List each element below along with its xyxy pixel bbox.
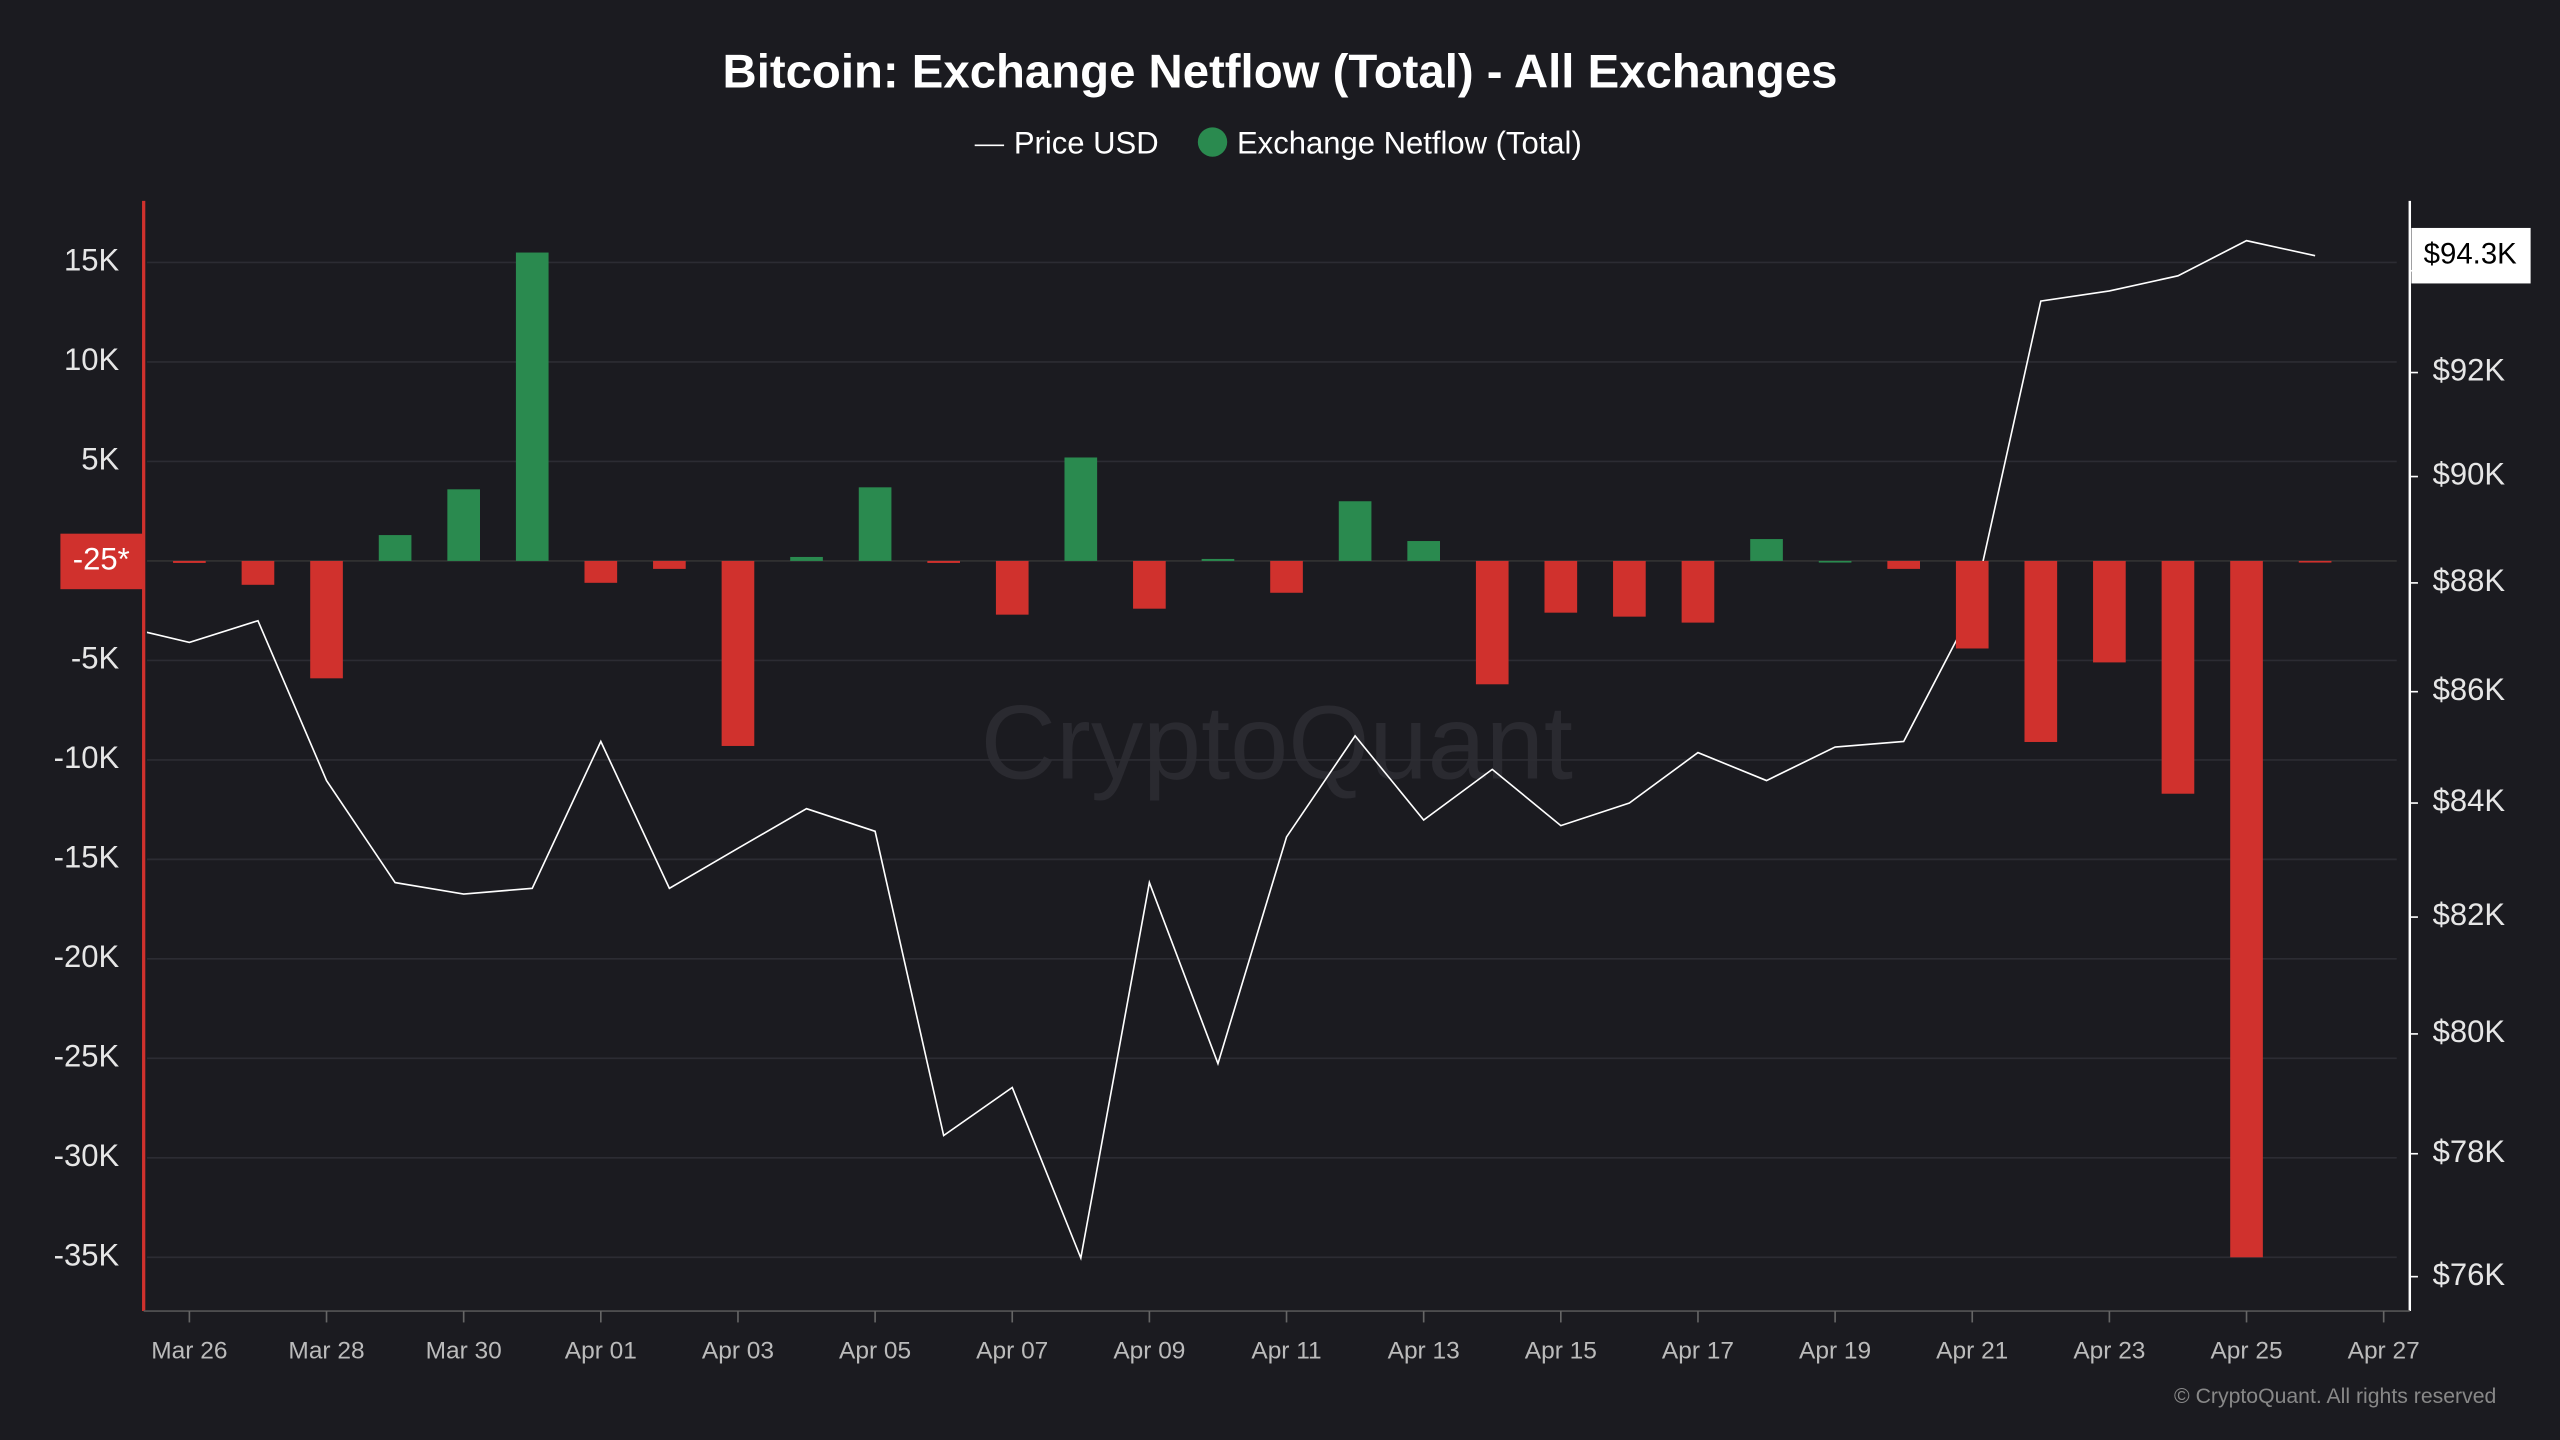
- y-tick-label: -25K: [54, 1039, 120, 1074]
- bar: [241, 560, 275, 585]
- x-tick-label: Apr 01: [565, 1337, 637, 1364]
- bar: [1818, 560, 1852, 563]
- legend-label: Price USD: [1014, 125, 1159, 160]
- y-tick-label: -20K: [54, 939, 120, 974]
- bar: [721, 560, 755, 746]
- x-tick-label: Apr 11: [1251, 1337, 1321, 1364]
- bar: [515, 252, 549, 561]
- legend-label: Exchange Netflow (Total): [1237, 125, 1582, 160]
- x-tick-label: Apr 27: [2348, 1337, 2420, 1364]
- x-tick-label: Apr 23: [2073, 1337, 2145, 1364]
- y2-tick-label: $76K: [2433, 1257, 2506, 1292]
- bar: [1270, 560, 1303, 593]
- y-tick-label: 10K: [64, 342, 119, 377]
- bar: [584, 560, 618, 583]
- x-tick-label: Mar 30: [426, 1337, 502, 1364]
- x-tick-label: Apr 25: [2210, 1337, 2282, 1364]
- bar: [310, 560, 343, 679]
- bar: [1887, 560, 1920, 569]
- y2-tick-label: $84K: [2433, 783, 2506, 818]
- x-tick-label: Apr 13: [1388, 1337, 1460, 1364]
- y-tick-label: -30K: [54, 1138, 120, 1173]
- bar: [378, 535, 412, 561]
- bar: [1064, 457, 1098, 561]
- y2-tick-label: $90K: [2433, 457, 2506, 492]
- y-tick-label: -10K: [54, 740, 120, 775]
- y-tick-label: 5K: [81, 442, 119, 477]
- bar: [2298, 560, 2332, 563]
- x-tick-label: Mar 28: [288, 1337, 364, 1364]
- last-value-label: -25*: [73, 542, 130, 577]
- y2-tick-label: $92K: [2433, 353, 2506, 388]
- y-tick-label: -5K: [71, 641, 120, 676]
- x-tick-label: Apr 15: [1525, 1337, 1597, 1364]
- bar: [1338, 501, 1372, 561]
- plot: [146, 239, 2332, 1261]
- y-tick-label: -35K: [54, 1237, 120, 1272]
- bar: [447, 489, 480, 561]
- price-line: [146, 239, 2316, 1261]
- y-tick-label: 15K: [64, 243, 119, 278]
- bar: [2093, 560, 2126, 663]
- bar: [858, 487, 892, 561]
- bar: [1475, 560, 1509, 685]
- last-value-label: $94.3K: [2424, 237, 2518, 270]
- x-tick-label: Apr 03: [702, 1337, 774, 1364]
- copyright: © CryptoQuant. All rights reserved: [2174, 1385, 2496, 1408]
- bar: [173, 560, 206, 563]
- y2-tick-label: $88K: [2433, 563, 2506, 598]
- y-tick-label: -15K: [54, 840, 120, 875]
- bar: [995, 560, 1029, 615]
- x-tick-label: Apr 19: [1799, 1337, 1871, 1364]
- y2-tick-label: $80K: [2433, 1014, 2506, 1049]
- bar: [1407, 541, 1440, 561]
- bar: [927, 560, 960, 563]
- bar: [2024, 560, 2058, 742]
- bar: [1613, 560, 1646, 617]
- y2-tick-label: $82K: [2433, 897, 2506, 932]
- bar: [790, 556, 823, 561]
- legend-dot: [1197, 127, 1228, 157]
- y2-tick-label: $78K: [2433, 1134, 2506, 1169]
- last-value-box: [60, 533, 144, 590]
- x-tick-label: Apr 05: [839, 1337, 911, 1364]
- x-tick-label: Apr 21: [1936, 1337, 2008, 1364]
- bar: [1133, 560, 1166, 609]
- x-tick-label: Apr 07: [976, 1337, 1048, 1364]
- bar: [1201, 558, 1235, 561]
- bar: [1955, 560, 1989, 649]
- x-tick-label: Apr 09: [1113, 1337, 1185, 1364]
- watermark: CryptoQuant: [981, 685, 1573, 802]
- bar: [1750, 539, 1783, 561]
- last-value-box: [2411, 227, 2531, 284]
- bar: [1544, 560, 1578, 613]
- bar: [2161, 560, 2195, 794]
- bar: [2230, 560, 2263, 1258]
- chart-title: Bitcoin: Exchange Netflow (Total) - All …: [723, 46, 1838, 99]
- bar: [1681, 560, 1715, 623]
- x-tick-label: Apr 17: [1662, 1337, 1734, 1364]
- x-tick-label: Mar 26: [151, 1337, 227, 1364]
- bar: [653, 560, 686, 569]
- y2-tick-label: $86K: [2433, 672, 2506, 707]
